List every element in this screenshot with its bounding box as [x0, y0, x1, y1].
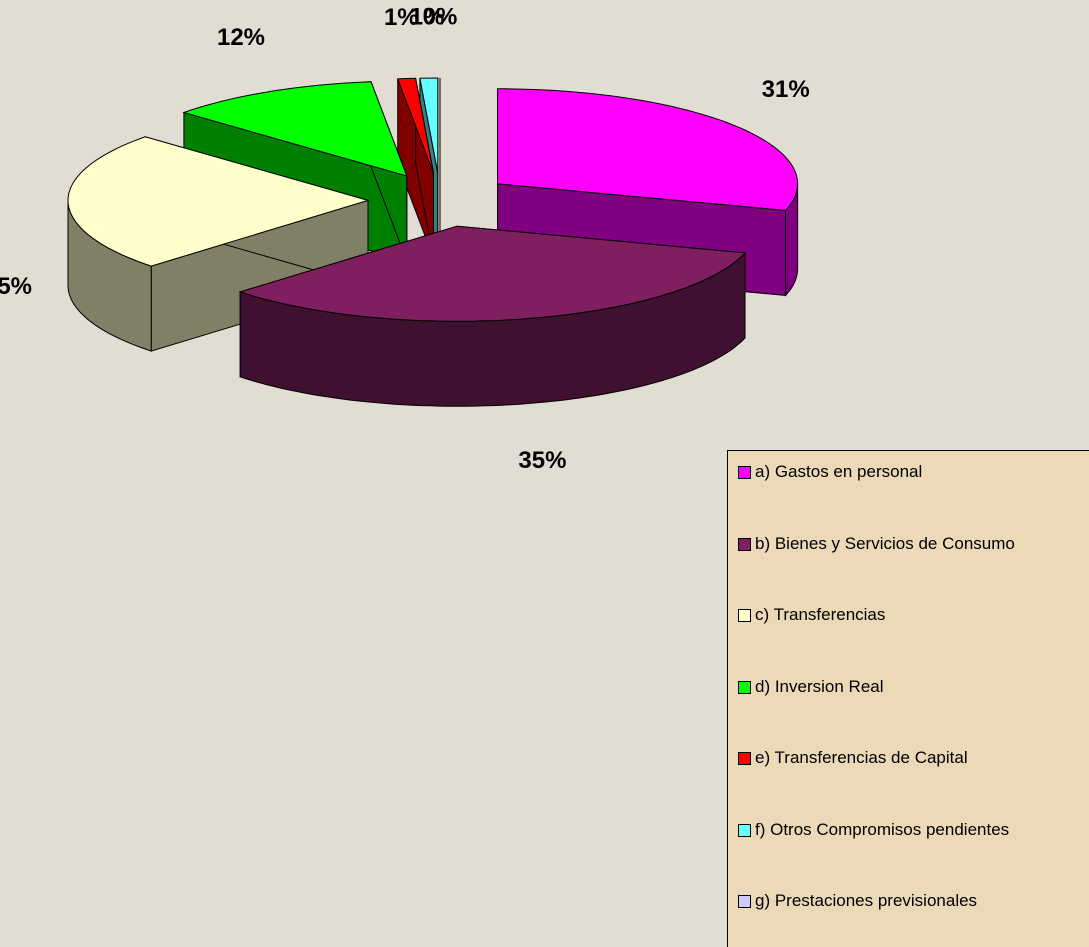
data-label: 12% — [217, 24, 265, 51]
legend-entry: c) Transferencias — [738, 604, 1088, 626]
legend-label: g) Prestaciones previsionales — [755, 891, 978, 910]
legend-swatch — [738, 823, 751, 837]
data-label: 1% — [384, 4, 419, 31]
legend-swatch — [738, 752, 751, 765]
slice-top — [67, 136, 370, 267]
slice-top — [419, 77, 439, 174]
pie-slice — [396, 77, 434, 259]
legend: a) Gastos en personal b) Bienes y Servici… — [727, 450, 1089, 947]
legend-entry: d) Inversion Real — [738, 676, 1088, 698]
pie-slice — [67, 136, 370, 352]
legend-entry: b) Bienes y Servicios de Consumo — [738, 533, 1088, 555]
slice-top — [396, 77, 434, 174]
pie-slice — [238, 225, 747, 407]
data-label: 35% — [518, 447, 566, 474]
legend-swatch — [738, 466, 751, 479]
data-label: 31% — [762, 76, 810, 103]
slice-top — [182, 81, 408, 177]
legend-swatch — [738, 895, 751, 908]
slice-top — [497, 88, 799, 211]
legend-swatch — [738, 680, 751, 694]
legend-entry: f) Otros Compromisos pendientes — [738, 819, 1088, 841]
legend-entry: a) Gastos en personal — [738, 461, 1088, 483]
slice-top — [238, 225, 747, 322]
legend-swatch — [738, 537, 751, 551]
legend-swatch — [738, 609, 751, 622]
data-label: 1% — [410, 3, 445, 30]
legend-label: b) Bienes y Servicios de Consumo — [755, 533, 1015, 553]
legend-label: f) Otros Compromisos pendientes — [755, 819, 1010, 839]
legend-entry: e) Transferencias de Capital — [738, 747, 1088, 769]
legend-entry: g) Prestaciones previsionales — [738, 890, 1088, 912]
data-label: 0% — [423, 3, 458, 30]
legend-label: c) Transferencias — [755, 605, 886, 624]
legend-label: a) Gastos en personal — [755, 462, 923, 481]
legend-label: e) Transferencias de Capital — [755, 748, 968, 767]
data-label: 25% — [0, 273, 32, 300]
legend-label: d) Inversion Real — [755, 676, 884, 696]
